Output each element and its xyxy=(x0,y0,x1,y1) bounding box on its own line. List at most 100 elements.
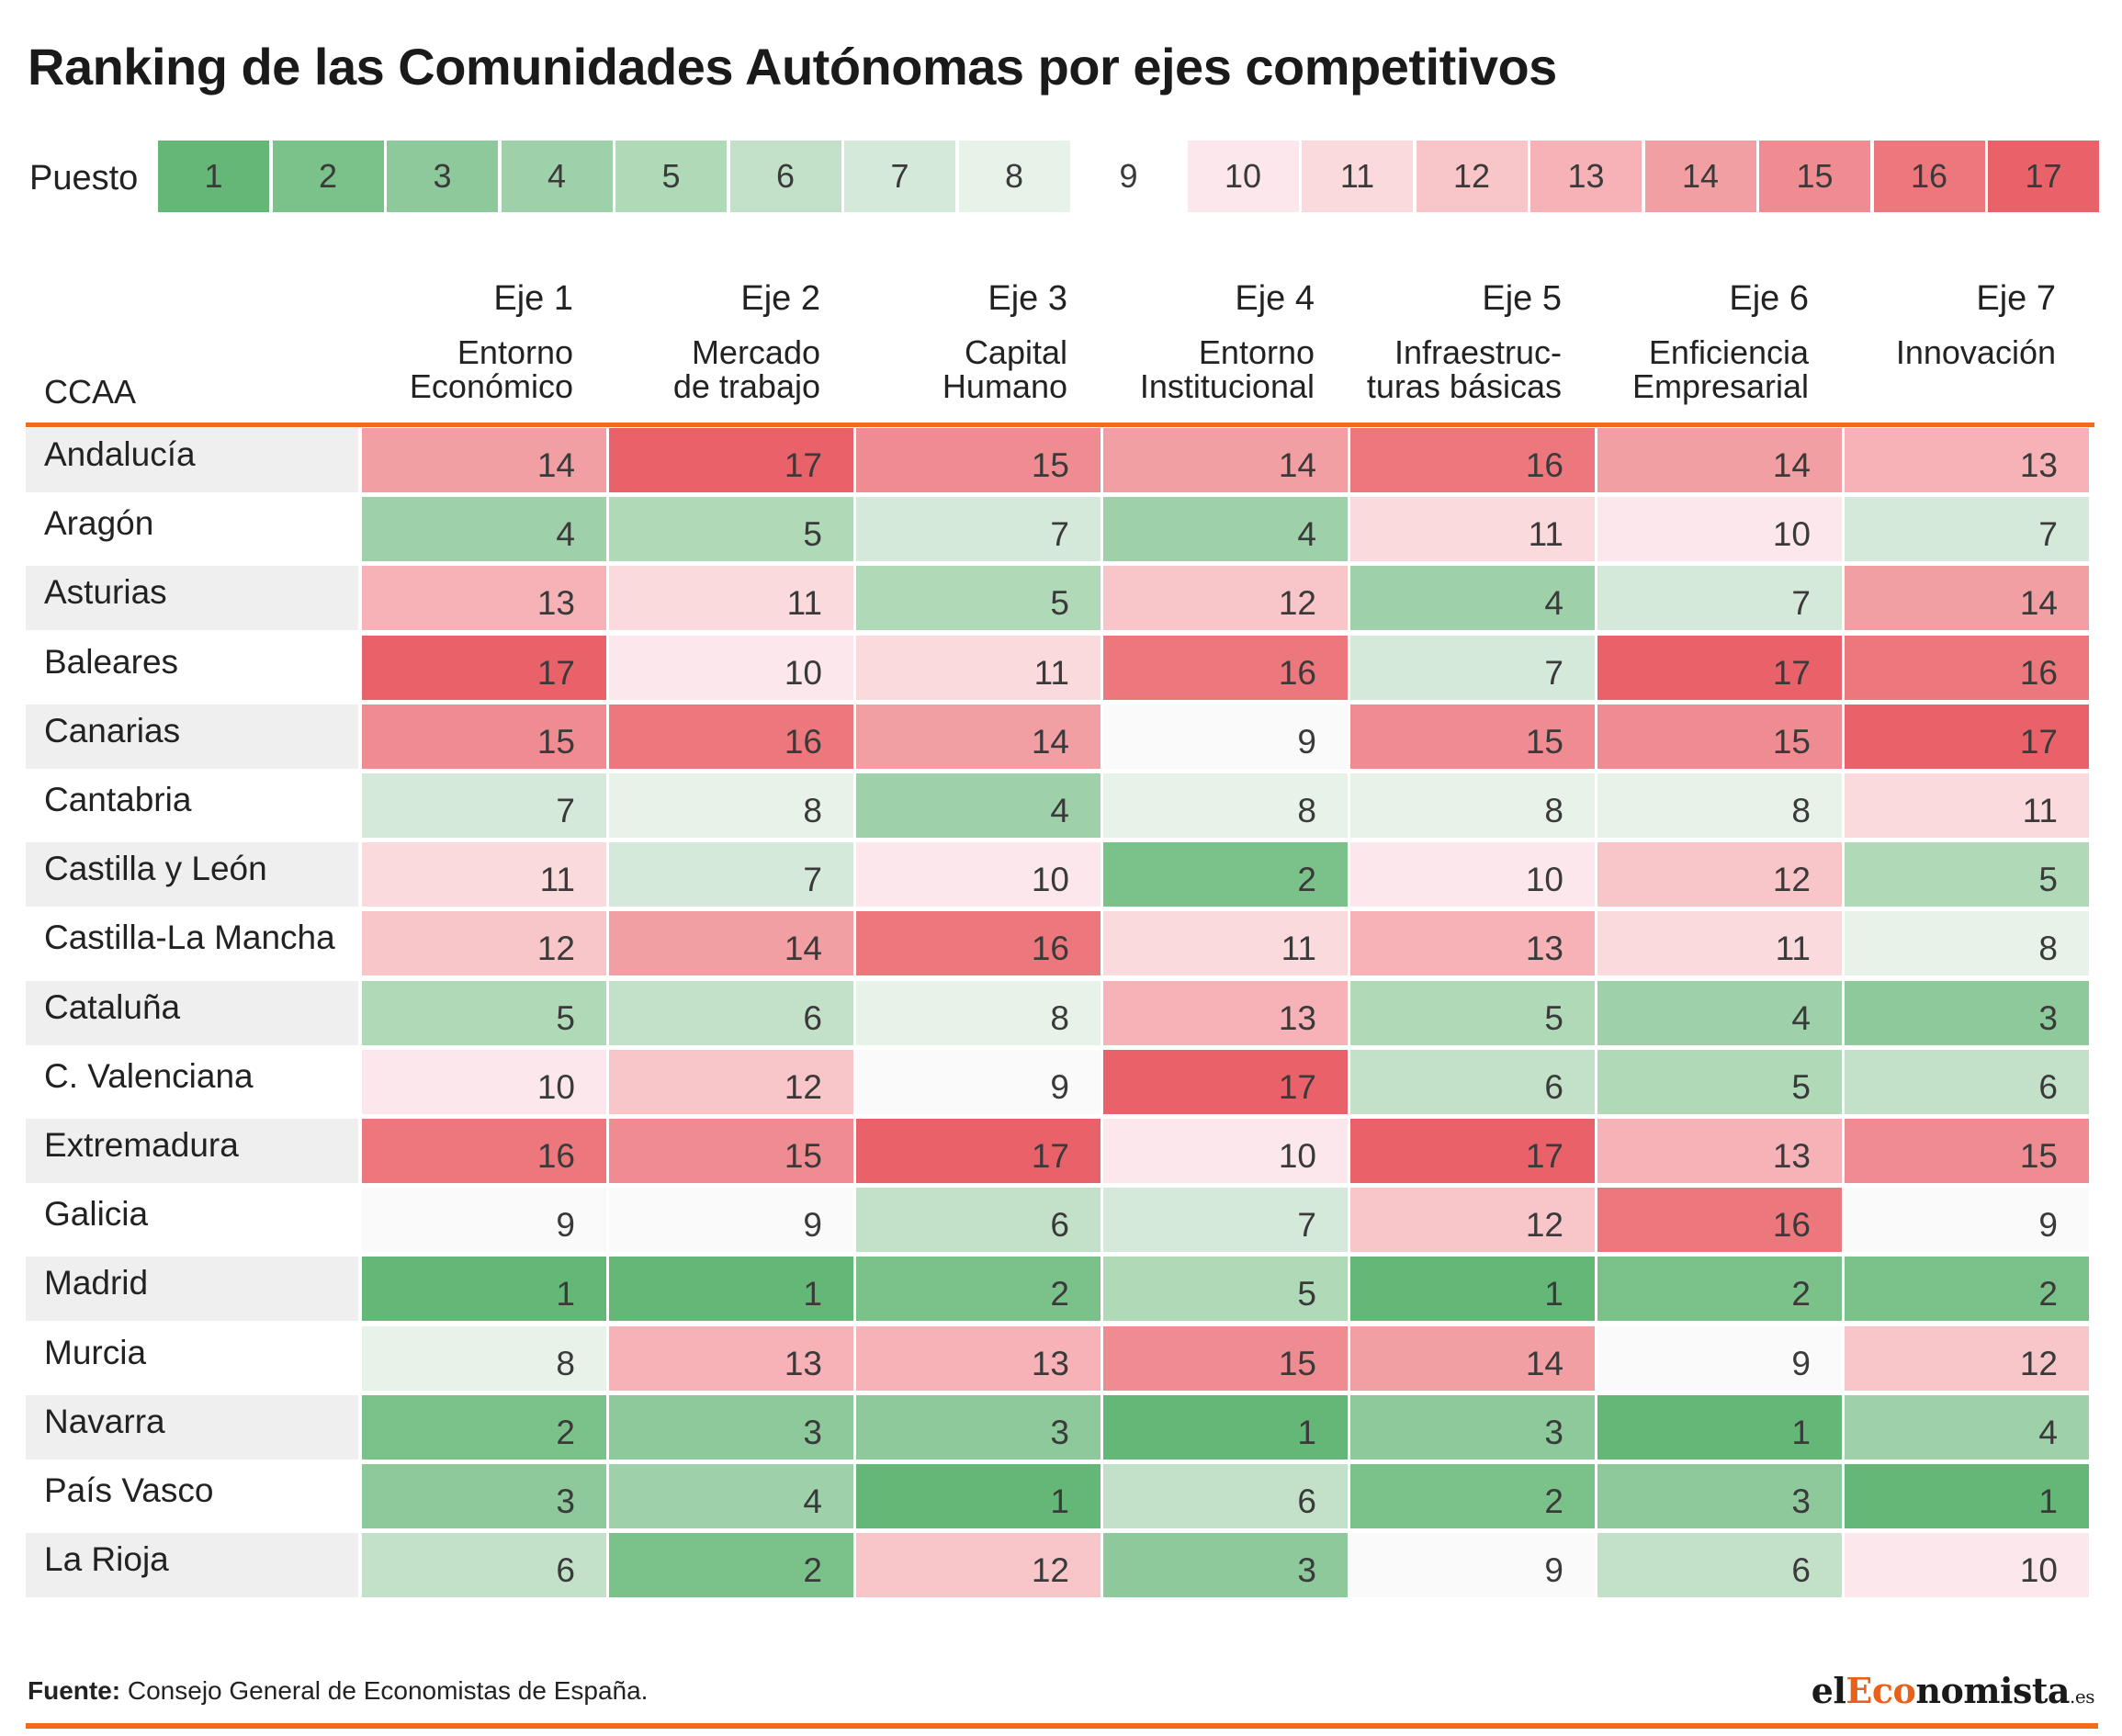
rank-cell: 2 xyxy=(362,1394,606,1460)
row-ccaa-name: Extremadura xyxy=(26,1119,358,1183)
row-ccaa-name: C. Valenciana xyxy=(44,1056,254,1095)
column-eje-label: Eje 1 xyxy=(493,279,573,318)
table-row: C. Valenciana 10 12 9 17 6 5 6 xyxy=(26,1049,2094,1114)
rank-cell: 11 xyxy=(1845,773,2089,838)
rank-cell: 12 xyxy=(1350,1188,1595,1253)
table-row: Asturias 13 11 5 12 4 7 14 xyxy=(26,566,2094,631)
column-header-eje-7: Eje 7 Innovación xyxy=(1845,257,2089,415)
rank-cell: 11 xyxy=(1350,497,1595,562)
rank-cell: 13 xyxy=(856,1325,1101,1391)
brand-logo: elEconomista.es xyxy=(1811,1670,2095,1711)
rank-cell: 4 xyxy=(1845,1394,2089,1460)
column-description: Entorno Institucional xyxy=(1139,333,1315,405)
table-row: Murcia 8 13 13 15 14 9 12 xyxy=(26,1325,2094,1391)
table-row: Aragón 4 5 7 4 11 10 7 xyxy=(26,497,2094,562)
rank-cell: 5 xyxy=(1103,1257,1348,1322)
rank-cell: 16 xyxy=(1597,1188,1842,1253)
rank-cell: 1 xyxy=(1103,1394,1348,1460)
rank-cell: 3 xyxy=(1845,980,2089,1045)
row-ccaa-name: Cantabria xyxy=(44,781,192,818)
rank-cell: 3 xyxy=(362,1464,606,1528)
rank-cell: 12 xyxy=(362,911,606,976)
row-ccaa-name: Navarra xyxy=(26,1394,358,1460)
header-divider xyxy=(26,423,2094,427)
rank-cell: 5 xyxy=(362,980,606,1045)
rank-cell: 8 xyxy=(1103,773,1348,838)
column-eje-label: Eje 3 xyxy=(988,279,1067,318)
rank-cell: 3 xyxy=(856,1394,1101,1460)
legend-item-12: 12 xyxy=(1416,141,1528,212)
rank-cell: 6 xyxy=(1350,1049,1595,1114)
column-description: Entorno Económico xyxy=(409,333,573,405)
legend-item-4: 4 xyxy=(501,141,613,212)
legend-scale: 1 2 3 4 5 6 7 8 9 10 11 12 13 14 15 16 17 xyxy=(158,141,2100,212)
rank-cell: 5 xyxy=(856,566,1101,631)
legend-item-16: 16 xyxy=(1873,141,1985,212)
row-ccaa-name: Murcia xyxy=(44,1333,147,1371)
rank-cell: 1 xyxy=(1597,1394,1842,1460)
source-text: Consejo General de Economistas de España… xyxy=(120,1676,649,1705)
rank-cell: 10 xyxy=(1103,1119,1348,1183)
legend-item-17: 17 xyxy=(1988,141,2099,212)
rank-cell: 2 xyxy=(1845,1257,2089,1322)
row-ccaa-name: Castilla y León xyxy=(26,842,358,907)
rank-cell: 8 xyxy=(856,980,1101,1045)
rank-cell: 10 xyxy=(1845,1533,2089,1598)
table-row: País Vasco 3 4 1 6 2 3 1 xyxy=(26,1464,2094,1528)
row-ccaa-name: Asturias xyxy=(26,566,358,631)
row-ccaa-name: Baleares xyxy=(44,642,179,681)
rank-cell: 3 xyxy=(1103,1533,1348,1598)
rank-cell: 14 xyxy=(1103,428,1348,492)
rank-cell: 12 xyxy=(1103,566,1348,631)
legend-item-7: 7 xyxy=(844,141,955,212)
column-description: Infraestruc- turas básicas xyxy=(1366,333,1562,405)
rank-cell: 15 xyxy=(1103,1325,1348,1391)
rank-cell: 15 xyxy=(1350,704,1595,769)
column-header-eje-1: Eje 1 Entorno Económico xyxy=(362,257,606,415)
rank-cell: 5 xyxy=(1350,980,1595,1045)
page-title: Ranking de las Comunidades Autónomas por… xyxy=(28,38,1557,96)
table-row: Madrid 1 1 2 5 1 2 2 xyxy=(26,1257,2094,1322)
row-ccaa-name: Madrid xyxy=(26,1257,358,1322)
rank-cell: 16 xyxy=(856,911,1101,976)
rank-cell: 10 xyxy=(362,1049,606,1114)
row-ccaa-name: Canarias xyxy=(26,704,358,769)
column-header-eje-3: Eje 3 Capital Humano xyxy=(856,257,1101,415)
rank-cell: 11 xyxy=(856,635,1101,700)
table-row: Andalucía 14 17 15 14 16 14 13 xyxy=(26,428,2094,492)
rank-cell: 17 xyxy=(1103,1049,1348,1114)
row-ccaa-name: Cataluña xyxy=(26,980,358,1045)
rank-cell: 8 xyxy=(362,1325,606,1391)
rank-cell: 4 xyxy=(856,773,1101,838)
rank-cell: 2 xyxy=(1597,1257,1842,1322)
column-description: Mercado de trabajo xyxy=(672,333,820,405)
rank-cell: 7 xyxy=(609,842,853,907)
rank-cell: 7 xyxy=(1845,497,2089,562)
legend-label: Puesto xyxy=(29,159,139,197)
table-row: Baleares 17 10 11 16 7 17 16 xyxy=(26,635,2094,700)
rank-cell: 12 xyxy=(609,1049,853,1114)
rank-cell: 1 xyxy=(856,1464,1101,1528)
column-eje-label: Eje 6 xyxy=(1729,279,1809,318)
legend-item-15: 15 xyxy=(1759,141,1870,212)
rank-cell: 17 xyxy=(1597,635,1842,700)
legend-item-5: 5 xyxy=(615,141,727,212)
rank-cell: 4 xyxy=(362,497,606,562)
rank-cell: 14 xyxy=(856,704,1101,769)
rank-cell: 11 xyxy=(609,566,853,631)
table-row: Navarra 2 3 3 1 3 1 4 xyxy=(26,1394,2094,1460)
rank-cell: 7 xyxy=(1103,1188,1348,1253)
rank-cell: 6 xyxy=(1845,1049,2089,1114)
column-header-eje-2: Eje 2 Mercado de trabajo xyxy=(609,257,853,415)
rank-cell: 9 xyxy=(856,1049,1101,1114)
rank-cell: 6 xyxy=(362,1533,606,1598)
rank-legend: Puesto 1 2 3 4 5 6 7 8 9 10 11 12 13 14 15 16 17 xyxy=(28,141,2100,212)
bottom-divider xyxy=(26,1723,2098,1729)
column-header-eje-5: Eje 5 Infraestruc- turas básicas xyxy=(1350,257,1595,415)
rank-cell: 4 xyxy=(1597,980,1842,1045)
column-eje-label: Eje 7 xyxy=(1976,279,2056,318)
rank-cell: 9 xyxy=(362,1188,606,1253)
rank-cell: 3 xyxy=(609,1394,853,1460)
rank-cell: 3 xyxy=(1350,1394,1595,1460)
rank-cell: 16 xyxy=(1350,428,1595,492)
